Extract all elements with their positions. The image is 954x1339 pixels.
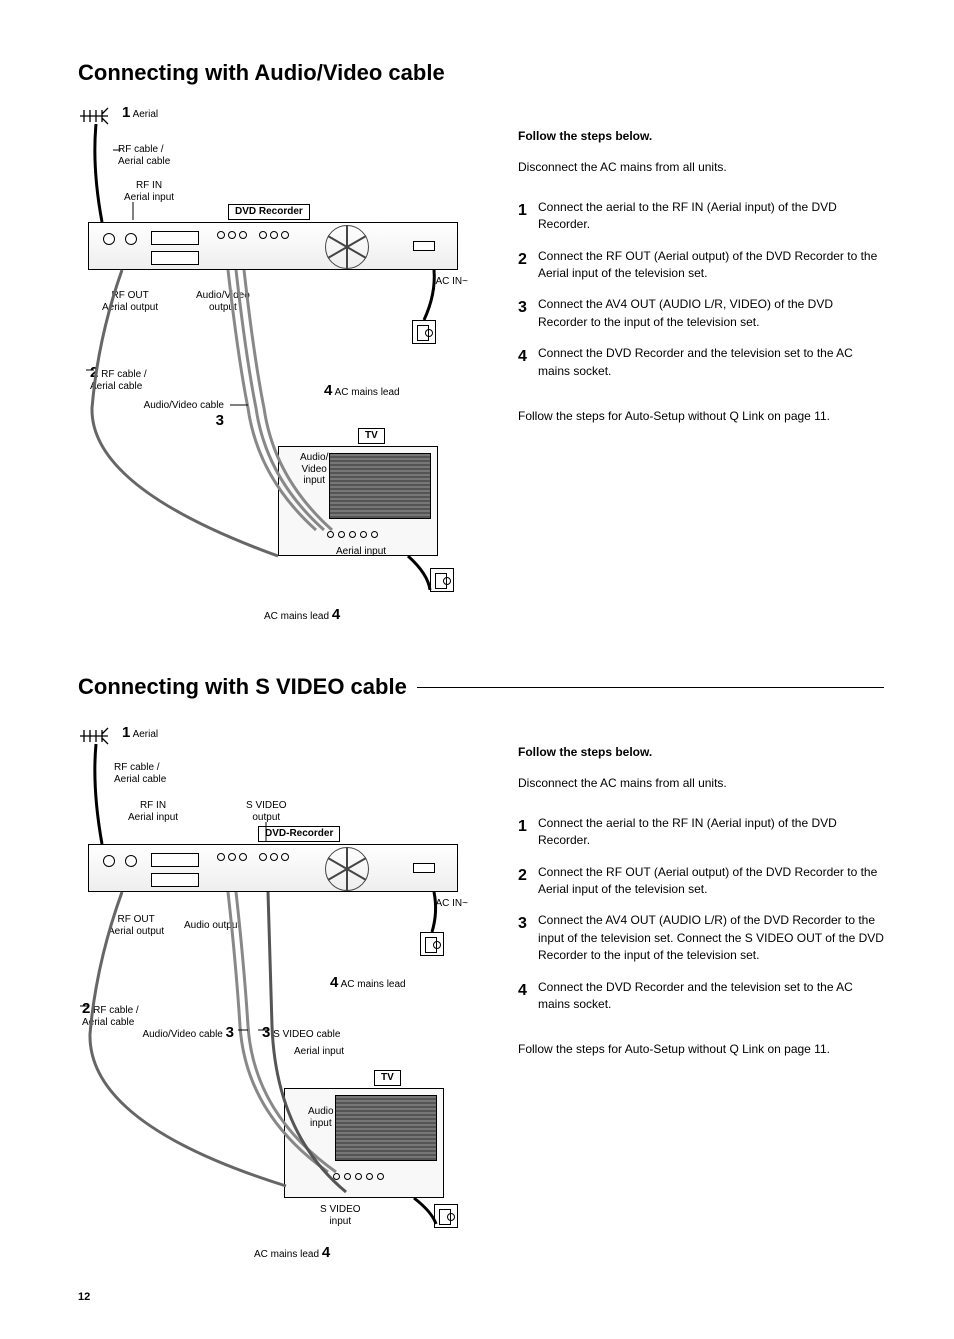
- tv-box-2: [284, 1088, 444, 1198]
- aerial-icon-2: [78, 726, 112, 746]
- section-svideo: Connecting with S VIDEO cable 1 Aerial R…: [78, 674, 884, 1274]
- label-av-out: Audio/Video output: [196, 290, 250, 313]
- label-rf-out-2: RF OUT Aerial output: [108, 914, 164, 937]
- label-av-cable: Audio/Video cable 3: [134, 400, 224, 429]
- wall-plug-icon-4: [434, 1204, 458, 1228]
- step-b4: 4Connect the DVD Recorder and the televi…: [518, 979, 884, 1014]
- label-ac-in-2: AC IN~: [435, 898, 468, 910]
- step-3: 3Connect the AV4 OUT (AUDIO L/R, VIDEO) …: [518, 296, 884, 331]
- step-b1: 1Connect the aerial to the RF IN (Aerial…: [518, 815, 884, 850]
- label-tv-2: TV: [374, 1070, 401, 1086]
- step-2: 2Connect the RF OUT (Aerial output) of t…: [518, 248, 884, 283]
- follow-1: Follow the steps for Auto-Setup without …: [518, 408, 884, 425]
- wall-plug-icon-3: [420, 932, 444, 956]
- label-av-input: Audio/ Video input: [300, 452, 328, 487]
- section1-title: Connecting with Audio/Video cable: [78, 60, 884, 86]
- dvd-recorder-box: [88, 222, 458, 270]
- step-4: 4Connect the DVD Recorder and the televi…: [518, 345, 884, 380]
- label-mains-4b: 4 AC mains lead: [330, 974, 406, 991]
- label-sv-cable: 3 S VIDEO cable: [262, 1024, 340, 1041]
- aerial-icon: [78, 106, 112, 126]
- label-svideo-out: S VIDEO output: [246, 800, 287, 823]
- wall-plug-icon: [412, 320, 436, 344]
- label-aerial: 1 Aerial: [122, 104, 158, 121]
- label-rf-cable-2b: 2 RF cable / Aerial cable: [82, 1000, 139, 1029]
- dvd-recorder-box-2: [88, 844, 458, 892]
- label-rf-cable-b: RF cable / Aerial cable: [114, 762, 166, 785]
- label-dvd-recorder: DVD Recorder: [228, 204, 310, 220]
- label-mains-bottom-2: AC mains lead 4: [254, 1244, 330, 1261]
- label-rf-out: RF OUT Aerial output: [102, 290, 158, 313]
- label-aerial-input: Aerial input: [336, 546, 386, 558]
- disconnect-2: Disconnect the AC mains from all units.: [518, 775, 884, 792]
- wall-plug-icon-2: [430, 568, 454, 592]
- label-tv: TV: [358, 428, 385, 444]
- diagram-av: 1 Aerial RF cable / Aerial cable RF IN A…: [78, 98, 478, 638]
- label-svideo-input: S VIDEO input: [320, 1204, 361, 1227]
- lead-1: Follow the steps below.: [518, 128, 884, 145]
- label-mains-bottom: AC mains lead 4: [264, 606, 340, 623]
- label-aerial-2: 1 Aerial: [122, 724, 158, 741]
- label-rf-in: RF IN Aerial input: [124, 180, 174, 203]
- section2-title: Connecting with S VIDEO cable: [78, 674, 407, 700]
- label-aerial-input-2: Aerial input: [294, 1046, 344, 1058]
- label-rf-cable-2: 2 RF cable / Aerial cable: [90, 364, 147, 393]
- label-ac-in: AC IN~: [435, 276, 468, 288]
- diagram-svideo: 1 Aerial RF cable / Aerial cable RF IN A…: [78, 714, 478, 1274]
- instructions-av: Follow the steps below. Disconnect the A…: [518, 98, 884, 638]
- label-audio-out: Audio output: [184, 920, 240, 932]
- label-dvd-recorder-2: DVD-Recorder: [258, 826, 340, 842]
- step-1: 1Connect the aerial to the RF IN (Aerial…: [518, 199, 884, 234]
- label-mains-4: 4 AC mains lead: [324, 382, 400, 399]
- step-b3: 3Connect the AV4 OUT (AUDIO L/R) of the …: [518, 912, 884, 964]
- follow-2: Follow the steps for Auto-Setup without …: [518, 1041, 884, 1058]
- step-b2: 2Connect the RF OUT (Aerial output) of t…: [518, 864, 884, 899]
- label-audio-input: Audio input: [308, 1106, 334, 1129]
- section-audio-video: Connecting with Audio/Video cable 1 Aeri…: [78, 60, 884, 638]
- page-number: 12: [78, 1291, 90, 1303]
- instructions-svideo: Follow the steps below. Disconnect the A…: [518, 714, 884, 1274]
- label-av-cable-b: Audio/Video cable 3: [134, 1024, 234, 1041]
- label-rf-cable: RF cable / Aerial cable: [118, 144, 170, 167]
- lead-2: Follow the steps below.: [518, 744, 884, 761]
- label-rf-in-b: RF IN Aerial input: [128, 800, 178, 823]
- disconnect-1: Disconnect the AC mains from all units.: [518, 159, 884, 176]
- section2-rule: [417, 687, 884, 688]
